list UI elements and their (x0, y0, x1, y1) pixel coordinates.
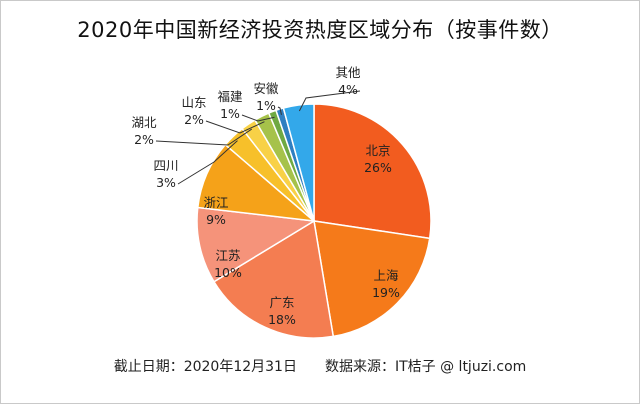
slice-label-9: 福建 (217, 89, 243, 104)
pie-slice-1 (313, 103, 432, 240)
slice-label-10: 安徽 (253, 81, 279, 96)
leader-line-10 (277, 106, 282, 115)
leader-line-7 (155, 128, 253, 146)
slice-value-11: 4% (338, 82, 358, 97)
leader-line-8 (205, 120, 265, 134)
slice-value-4: 10% (214, 265, 242, 280)
pie-slice-3 (212, 219, 335, 339)
slice-value-10: 1% (256, 98, 276, 113)
leader-line-6 (177, 140, 238, 185)
pie-slice-2 (313, 220, 431, 338)
slice-value-2: 19% (372, 285, 400, 300)
slice-label-2: 上海 (373, 268, 399, 283)
slice-value-1: 26% (364, 160, 392, 175)
slice-value-8: 2% (184, 112, 204, 127)
slice-label-4: 江苏 (215, 248, 240, 263)
slice-label-7: 湖北 (131, 115, 157, 130)
date-note: 截止日期：2020年12月31日 (113, 359, 297, 375)
leader-line-11 (298, 90, 361, 112)
slice-label-1: 北京 (365, 143, 390, 158)
pie-slice-11 (282, 103, 315, 222)
chart-title: 2020年中国新经济投资热度区域分布（按事件数） (77, 18, 563, 42)
slice-value-7: 2% (134, 132, 154, 147)
slice-label-6: 四川 (153, 158, 178, 173)
slice-value-6: 3% (156, 175, 176, 190)
slice-value-5: 9% (206, 212, 226, 227)
leader-line-9 (241, 114, 275, 122)
slice-value-3: 18% (268, 312, 296, 327)
source-note: 数据来源：IT桔子 @ ltjuzi.com (324, 359, 527, 375)
slice-label-3: 广东 (269, 295, 294, 310)
slice-label-5: 浙江 (203, 195, 228, 210)
pie-slice-4 (196, 206, 317, 283)
slice-label-8: 山东 (181, 95, 206, 110)
slice-value-9: 1% (220, 106, 240, 121)
chart-footer: 截止日期：2020年12月31日 数据来源：IT桔子 @ ltjuzi.com (0, 356, 640, 376)
slice-label-11: 其他 (335, 65, 361, 80)
